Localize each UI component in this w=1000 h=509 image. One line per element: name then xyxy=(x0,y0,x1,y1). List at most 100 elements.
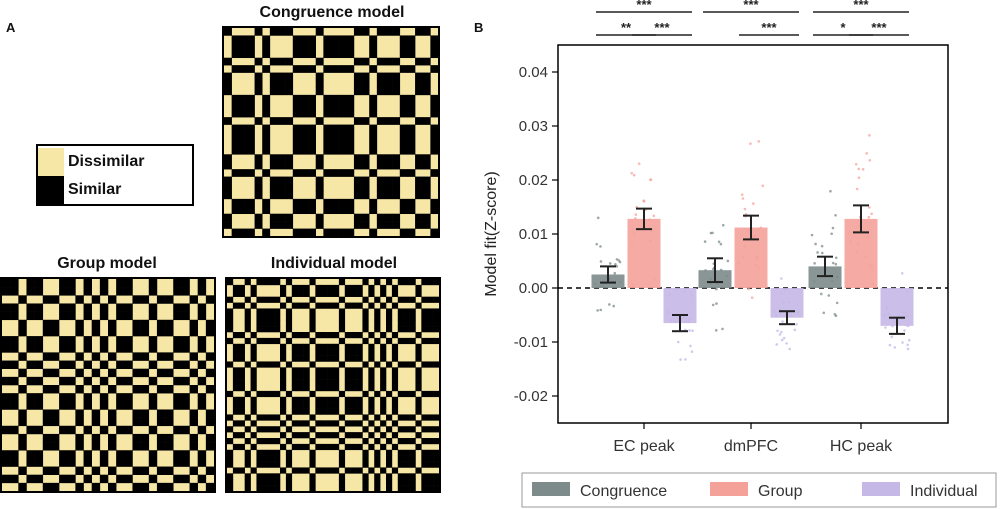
subject-dot xyxy=(634,213,638,216)
subject-dot xyxy=(691,329,694,333)
y-tick-label: -0.02 xyxy=(514,388,548,405)
subject-dot xyxy=(690,350,694,353)
subject-dot xyxy=(719,242,723,246)
subject-dot xyxy=(637,162,641,165)
subject-dot xyxy=(831,261,835,265)
subject-dot xyxy=(676,340,680,344)
subject-dot xyxy=(857,167,860,171)
subject-dot xyxy=(703,240,707,243)
subject-dot xyxy=(712,267,715,271)
subject-dot xyxy=(595,242,599,246)
subject-dot xyxy=(820,244,824,248)
subject-dot xyxy=(652,214,656,218)
subject-dot xyxy=(893,346,897,349)
subject-dot xyxy=(854,162,858,166)
x-tick-label: dmPFC xyxy=(724,438,778,455)
subject-dot xyxy=(714,329,718,332)
subject-dot xyxy=(715,302,718,305)
legend-label-congruence: Congruence xyxy=(580,483,667,500)
subject-dot xyxy=(679,358,682,361)
subject-dot xyxy=(780,277,783,280)
subject-dot xyxy=(816,251,819,254)
subject-dot xyxy=(868,134,871,137)
matrix-legend: Dissimilar Similar xyxy=(36,144,194,206)
subject-dot xyxy=(612,304,615,308)
subject-dot xyxy=(599,308,603,312)
subject-dot xyxy=(721,223,725,227)
significance-label: *** xyxy=(636,0,652,12)
subject-dot xyxy=(830,232,833,236)
subject-dot xyxy=(833,313,837,316)
subject-dot xyxy=(782,336,786,340)
subject-dot xyxy=(741,197,745,200)
y-tick-label: -0.01 xyxy=(514,334,548,351)
subject-dot xyxy=(642,200,646,203)
subject-dot xyxy=(776,329,779,333)
subject-dot xyxy=(813,262,816,265)
subject-dot xyxy=(649,178,652,181)
subject-dot xyxy=(831,226,835,230)
y-tick-label: 0.00 xyxy=(519,280,548,297)
subject-dot xyxy=(743,207,747,211)
legend-label-individual: Individual xyxy=(910,483,978,500)
panel-b-label: B xyxy=(474,20,484,35)
subject-dot xyxy=(608,262,612,265)
congruence-model-title: Congruence model xyxy=(259,4,405,21)
legend-label-group: Group xyxy=(758,483,803,500)
subject-dot xyxy=(757,140,761,143)
subject-dot xyxy=(906,347,910,351)
y-tick-label: 0.03 xyxy=(519,118,548,135)
subject-dot xyxy=(630,171,634,175)
significance-label: *** xyxy=(853,0,869,12)
subject-dot xyxy=(835,301,839,305)
y-tick-label: 0.02 xyxy=(519,172,548,189)
x-tick-label: HC peak xyxy=(830,438,893,455)
similar-swatch xyxy=(38,176,64,204)
subject-dot xyxy=(795,322,798,326)
subject-dot xyxy=(884,326,887,329)
subject-dot xyxy=(829,189,832,193)
x-tick-label: EC peak xyxy=(613,438,675,455)
subject-dot xyxy=(726,259,730,263)
subject-dot xyxy=(721,327,724,331)
legend-swatch-individual xyxy=(862,482,900,496)
panel-a-label: A xyxy=(6,20,16,35)
subject-dot xyxy=(615,258,619,261)
subject-dot xyxy=(810,233,814,237)
subject-dot xyxy=(857,176,861,180)
subject-dot xyxy=(814,242,817,246)
subject-dot xyxy=(617,259,621,262)
model-fit-bar-chart: 0.04 0.03 0.02 0.01 0.00 -0.01 -0.02 Model fit(… xyxy=(483,0,997,508)
subject-dot xyxy=(855,187,859,191)
subject-dot xyxy=(820,292,823,296)
y-tick-label: 0.04 xyxy=(519,64,548,81)
subject-dot xyxy=(780,330,783,334)
dissimilar-label: Dissimilar xyxy=(68,153,145,170)
subject-dot xyxy=(599,245,602,248)
chart-legend xyxy=(521,472,997,508)
subject-dot xyxy=(717,240,721,244)
subject-dot xyxy=(785,342,788,345)
similar-label: Similar xyxy=(68,181,122,198)
subject-dot xyxy=(834,262,838,266)
y-axis-label: Model fit(Z-score) xyxy=(483,171,500,296)
group-model-matrix xyxy=(0,277,216,493)
subject-dot xyxy=(834,256,838,260)
subject-dot xyxy=(608,303,611,306)
subject-dot xyxy=(870,212,873,216)
legend-swatch-congruence xyxy=(532,482,570,496)
subject-dot xyxy=(868,158,872,162)
subject-dot xyxy=(865,152,869,155)
subject-dot xyxy=(900,271,904,275)
subject-dot xyxy=(613,271,617,275)
dissimilar-swatch xyxy=(38,148,64,176)
congruence-model-matrix xyxy=(222,26,440,238)
subject-dot xyxy=(778,333,782,336)
subject-dot xyxy=(888,343,892,347)
subject-dot xyxy=(761,184,765,188)
subject-dot xyxy=(788,347,792,351)
subject-dot xyxy=(827,294,831,297)
subject-dot xyxy=(821,251,824,255)
group-model-title: Group model xyxy=(57,255,157,272)
subject-dot xyxy=(688,329,691,332)
